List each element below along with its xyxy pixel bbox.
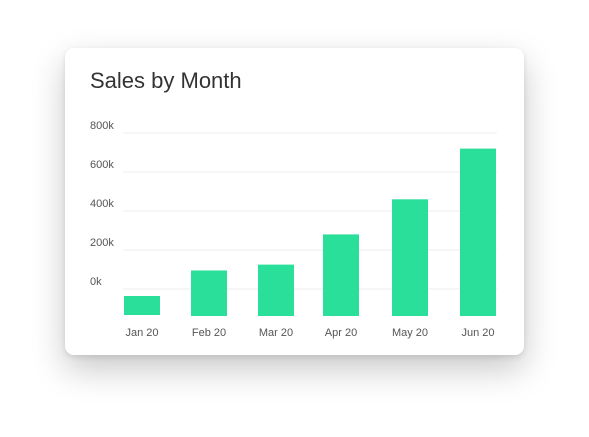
chart-title: Sales by Month [90,68,242,93]
y-tick-label: 800k [90,120,114,132]
bar-feb-20[interactable] [191,270,227,316]
chart-card: Sales by Month 0k 200k 400k 600k 800k Jan 20… [65,48,524,355]
x-tick-label: May 20 [392,327,428,339]
bar-may-20[interactable] [392,199,428,316]
x-tick-label: Apr 20 [325,327,357,339]
bar-mar-20[interactable] [258,264,294,316]
bar-jun-20[interactable] [460,148,496,316]
bar-apr-20[interactable] [323,234,359,316]
bar-jan-20[interactable] [124,296,160,315]
y-tick-label: 400k [90,198,114,210]
x-tick-label: Jun 20 [461,327,494,339]
x-tick-label: Feb 20 [192,327,226,339]
grid-lines [123,132,497,290]
y-tick-label: 200k [90,237,114,249]
bars [124,148,496,316]
y-tick-label: 600k [90,159,114,171]
bar-chart: 0k 200k 400k 600k 800k Jan 20 Feb 20 Mar 20 Apr… [90,120,497,339]
x-axis-ticks: Jan 20 Feb 20 Mar 20 Apr 20 May 20 Jun 20 [125,327,494,339]
x-tick-label: Jan 20 [125,327,158,339]
y-axis-ticks: 0k 200k 400k 600k 800k [90,120,114,288]
x-tick-label: Mar 20 [259,327,293,339]
y-tick-label: 0k [90,276,102,288]
